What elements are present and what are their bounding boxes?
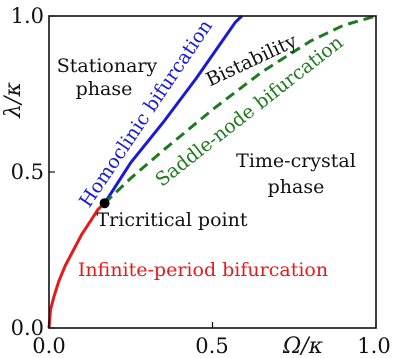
y-ticks: 0.0 0.5 1.0	[11, 4, 55, 340]
annotation-time-crystal-phase: phase	[268, 176, 325, 198]
x-axis-label: Ω/κ	[282, 334, 324, 358]
markers-layer	[99, 198, 110, 209]
y-axis-label: λ/κ	[1, 82, 26, 119]
y-tick-label: 1.0	[11, 4, 44, 28]
x-tick-label: 0.0	[32, 334, 65, 358]
series-line-2	[103, 14, 243, 205]
tricritical-point-marker	[99, 198, 110, 209]
annotation-homoclinic: Homoclinic bifurcation	[75, 16, 217, 212]
annotation-infinite-period: Infinite-period bifurcation	[78, 259, 328, 281]
annotation-tricritical-point: Tricritical point	[97, 209, 248, 231]
series-line-1	[47, 202, 106, 329]
y-tick-label: 0.5	[11, 160, 44, 184]
x-tick-label: 0.5	[195, 334, 228, 358]
curves-layer	[47, 14, 377, 329]
annotation-stationary-phase: phase	[76, 78, 133, 100]
x-ticks: 0.0 0.5 1.0	[32, 322, 391, 358]
x-tick-label: 1.0	[357, 334, 390, 358]
annotation-stationary: Stationary	[57, 55, 158, 77]
annotation-time-crystal: Time-crystal	[236, 150, 356, 172]
y-tick-label: 0.0	[11, 316, 44, 340]
series-line-3	[103, 14, 377, 205]
